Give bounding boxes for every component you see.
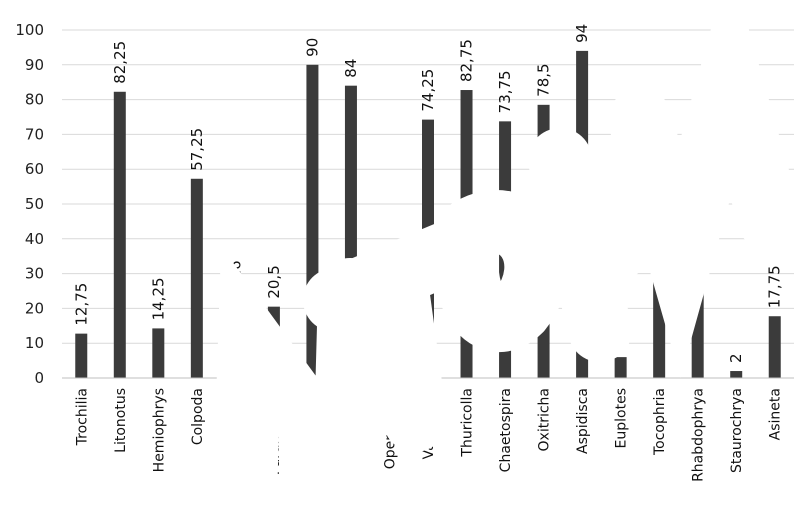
watermark-stroke-6: [608, 0, 802, 379]
y-axis-ticks: 0 10 20 30 40 50 60 70 80 90 100: [15, 21, 44, 387]
data-label: 74,25: [419, 69, 437, 112]
data-label: 17,75: [766, 265, 784, 308]
bar-trochilia: [75, 333, 88, 378]
x-tick-label: Tocophria: [652, 388, 668, 456]
y-tick-label: 40: [25, 230, 44, 248]
data-label: 78,5: [535, 63, 553, 96]
watermark-stroke-4: [434, 190, 569, 352]
data-label: 57,25: [188, 128, 206, 171]
x-tick-label: Asineta: [768, 388, 784, 440]
x-tick-label: Trochilia: [74, 388, 90, 446]
x-tick-label: Rhabdophrya: [691, 388, 707, 482]
y-tick-label: 0: [34, 369, 44, 387]
y-tick-label: 30: [25, 265, 44, 283]
data-label: 94: [573, 24, 591, 43]
y-tick-label: 70: [25, 125, 44, 143]
bar-asineta: [768, 316, 781, 378]
bar-epistilis: [306, 64, 319, 379]
bar-litonotus: [113, 91, 126, 379]
watermark-stroke-1: [213, 246, 382, 505]
y-tick-label: 20: [25, 299, 44, 317]
watermark-stroke-3: [363, 243, 447, 452]
bar-colpoda: [190, 178, 203, 378]
y-tick-label: 80: [25, 91, 44, 109]
x-tick-label: Oxitricha: [537, 388, 553, 451]
x-tick-label: Euplotes: [614, 388, 630, 448]
y-tick-label: 100: [15, 21, 44, 39]
bar-hemiophrys: [152, 328, 165, 378]
y-tick-label: 50: [25, 195, 44, 213]
data-label: 12,75: [72, 283, 90, 326]
data-label: 14,25: [149, 277, 167, 320]
data-label: 2: [727, 353, 745, 363]
x-tick-label: Litonotus: [113, 388, 129, 453]
x-tick-label: Aspidisca: [575, 388, 591, 454]
x-tick-label: Hemiophrys: [151, 388, 167, 472]
y-tick-label: 90: [25, 56, 44, 74]
data-label: 82,75: [458, 39, 476, 82]
data-label: 73,75: [496, 70, 514, 113]
x-tick-label: Colpoda: [190, 388, 206, 445]
data-label: 20,5: [265, 265, 283, 298]
watermark: [213, 0, 802, 505]
x-tick-label: Staurochrya: [729, 388, 745, 473]
watermark-stroke-5: [528, 128, 668, 362]
data-label: 90: [303, 38, 321, 57]
data-label: 84: [342, 59, 360, 78]
bar-euplotes: [614, 357, 627, 378]
y-tick-label: 10: [25, 334, 44, 352]
bar-staurochrya: [730, 371, 743, 378]
x-tick-label: Chaetospira: [498, 388, 514, 472]
y-tick-label: 60: [25, 160, 44, 178]
x-tick-label: Thuricolla: [460, 388, 476, 458]
data-label: 82,25: [111, 41, 129, 84]
